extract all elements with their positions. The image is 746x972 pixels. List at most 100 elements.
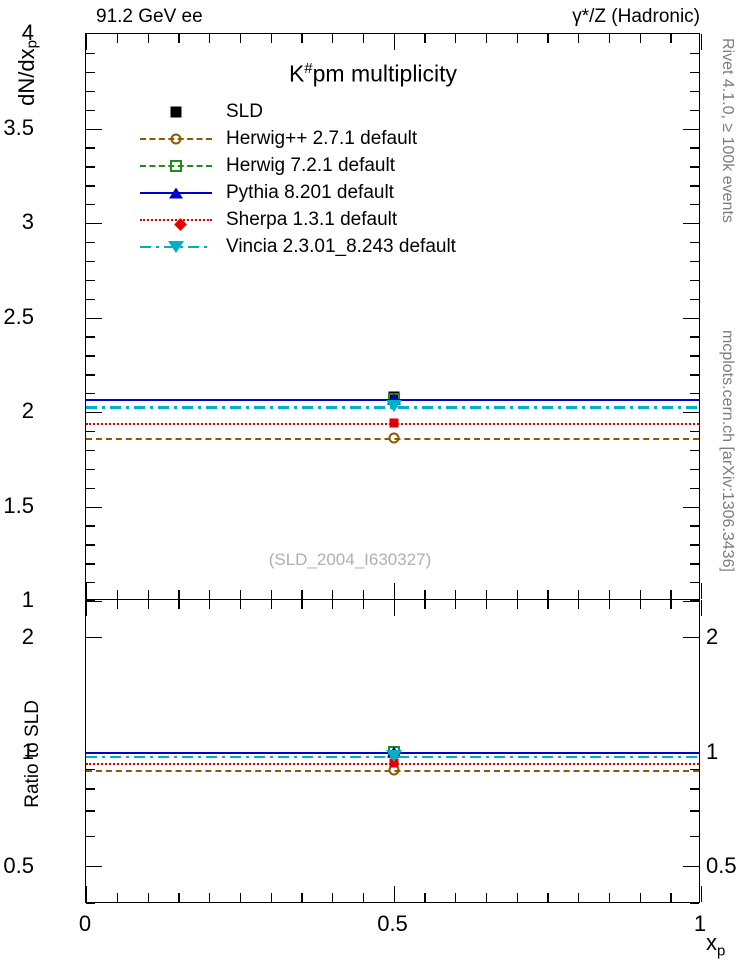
- axis-tick: [516, 590, 518, 599]
- axis-tick: [86, 166, 95, 168]
- axis-tick: [116, 590, 119, 599]
- axis-tick: [683, 412, 699, 414]
- axis-tick: [393, 583, 395, 599]
- legend-item[interactable]: Herwig++ 2.7.1 default: [140, 125, 456, 152]
- axis-tick: [701, 600, 703, 616]
- axis-tick: [270, 590, 272, 599]
- marker-circle-open-icon: [170, 133, 182, 144]
- axis-tick: [86, 355, 95, 357]
- axis-tick: [690, 204, 699, 206]
- axis-tick: [86, 903, 95, 905]
- legend-item[interactable]: Pythia 8.201 default: [140, 179, 456, 206]
- axis-tick: [239, 34, 242, 43]
- legend-key: [140, 156, 212, 176]
- axis-tick: [670, 34, 672, 43]
- analysis-id-watermark: (SLD_2004_I630327): [268, 550, 432, 569]
- axis-tick: [86, 374, 95, 376]
- axis-tick: [690, 544, 699, 546]
- marker-triangle-up-icon: [169, 187, 183, 198]
- axis-tick: [147, 893, 149, 902]
- axis-tick: [86, 525, 95, 527]
- plot-title-superscript: #: [304, 60, 313, 77]
- axis-tick: [86, 412, 102, 414]
- axis-tick: [639, 893, 641, 902]
- axis-tick: [690, 147, 699, 149]
- axis-tick: [424, 600, 426, 609]
- legend-key: [140, 102, 212, 122]
- axis-tick: [639, 34, 641, 43]
- legend-item[interactable]: Herwig 7.2.1 default: [140, 152, 456, 179]
- axis-tick: [86, 835, 95, 838]
- axis-tick: [485, 893, 488, 902]
- marker-triangle-down-icon: [385, 749, 402, 762]
- axis-tick: [270, 600, 272, 609]
- axis-tick: [301, 600, 303, 609]
- legend-item[interactable]: SLD: [140, 98, 456, 125]
- axis-tick: [690, 835, 699, 838]
- axis-tick: [690, 393, 699, 395]
- plot-title-rest: pm multiplicity: [312, 60, 458, 87]
- axis-tick: [86, 128, 102, 130]
- axis-tick: [690, 298, 699, 300]
- axis-tick: [86, 866, 102, 868]
- header-process-label: γ*/Z (Hadronic): [572, 6, 700, 27]
- x-axis-title-text: x: [706, 930, 717, 955]
- axis-tick: [690, 582, 699, 584]
- legend-item[interactable]: Sherpa 1.3.1 default: [140, 206, 456, 233]
- axis-tick: [424, 590, 426, 599]
- axis-tick: [690, 563, 699, 565]
- main-y-tick-label: 4: [21, 20, 34, 45]
- axis-tick: [86, 886, 88, 902]
- legend-label: SLD: [226, 100, 263, 122]
- legend-item[interactable]: Vincia 2.3.01_8.243 default: [140, 233, 456, 260]
- axis-tick: [116, 600, 119, 609]
- main-y-tick-label: 3.5: [3, 114, 34, 140]
- axis-tick: [86, 336, 95, 338]
- axis-tick: [516, 34, 518, 43]
- axis-tick: [362, 590, 365, 599]
- axis-tick: [178, 893, 180, 902]
- ratio-y-tick-label: 1: [21, 738, 34, 764]
- axis-tick: [301, 34, 303, 43]
- axis-tick: [690, 109, 699, 111]
- legend-key: [140, 237, 212, 257]
- axis-tick: [690, 90, 699, 93]
- axis-tick: [424, 893, 426, 902]
- axis-tick: [178, 590, 180, 599]
- axis-tick: [690, 903, 699, 905]
- axis-tick: [547, 590, 549, 599]
- axis-tick: [86, 544, 95, 546]
- axis-tick: [393, 886, 395, 902]
- axis-tick: [690, 52, 699, 55]
- axis-tick: [86, 34, 88, 50]
- axis-tick: [178, 600, 180, 609]
- axis-tick: [485, 600, 488, 609]
- axis-tick: [485, 34, 488, 43]
- legend-line-sample: [140, 164, 212, 167]
- axis-tick: [332, 34, 334, 43]
- header-beam-label: 91.2 GeV ee: [96, 6, 203, 27]
- axis-tick: [362, 600, 365, 609]
- axis-tick: [86, 430, 95, 433]
- ratio-plot-panel: [85, 600, 703, 905]
- axis-tick: [516, 600, 518, 609]
- axis-tick: [393, 600, 395, 616]
- main-plot-panel: [85, 33, 703, 603]
- axis-tick: [690, 260, 699, 263]
- legend: SLD Herwig++ 2.7.1 default Herwig 7.2.1 de…: [140, 98, 456, 260]
- axis-tick: [547, 34, 549, 43]
- axis-tick: [332, 590, 334, 599]
- plot-title: K#pm multiplicity: [0, 60, 746, 88]
- legend-key: [140, 129, 212, 149]
- axis-tick: [578, 590, 580, 599]
- axis-tick: [86, 90, 95, 93]
- axis-tick: [690, 355, 699, 357]
- ratio-y-tick-label-right: 0.5: [706, 853, 737, 879]
- axis-tick: [690, 185, 699, 187]
- axis-tick: [701, 34, 703, 50]
- axis-tick: [578, 600, 580, 609]
- axis-tick: [239, 600, 242, 609]
- axis-tick: [690, 449, 699, 452]
- axis-tick: [239, 893, 242, 902]
- axis-tick: [332, 893, 334, 902]
